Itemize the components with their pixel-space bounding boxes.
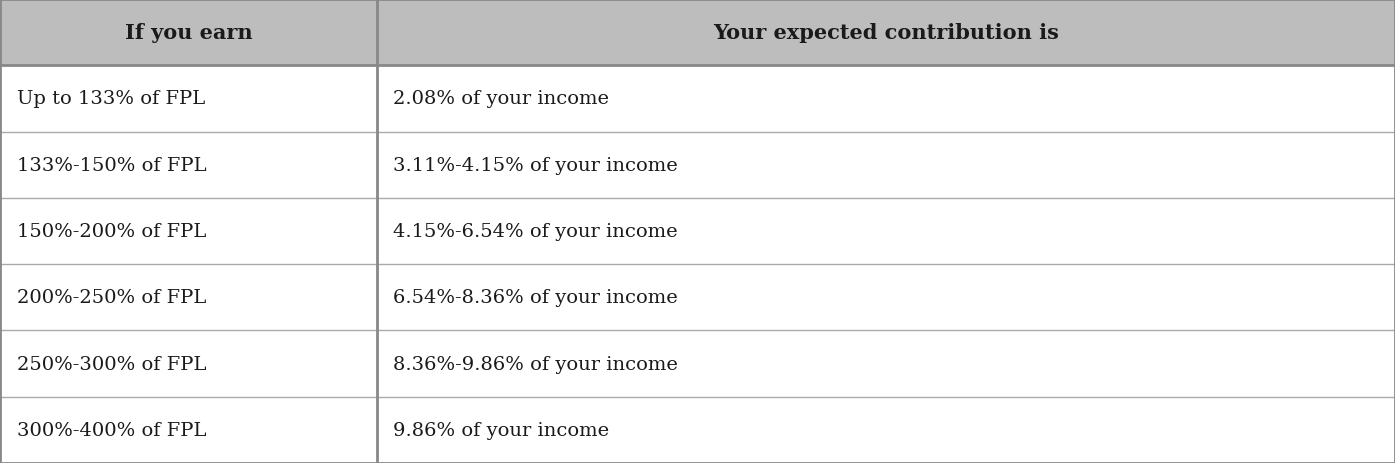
Bar	[0, 132, 377, 199]
Text: 6.54%-8.36% of your income: 6.54%-8.36% of your income	[393, 288, 678, 307]
Bar	[377, 132, 1395, 199]
Bar	[377, 264, 1395, 331]
Text: 3.11%-4.15% of your income: 3.11%-4.15% of your income	[393, 156, 678, 175]
Text: If you earn: If you earn	[124, 23, 252, 43]
Text: 4.15%-6.54% of your income: 4.15%-6.54% of your income	[393, 223, 678, 240]
Text: 200%-250% of FPL: 200%-250% of FPL	[17, 288, 206, 307]
Text: 250%-300% of FPL: 250%-300% of FPL	[17, 355, 206, 373]
Bar	[377, 0, 1395, 66]
Bar	[377, 331, 1395, 397]
Bar	[377, 397, 1395, 463]
Text: 2.08% of your income: 2.08% of your income	[393, 90, 610, 108]
Bar	[0, 0, 377, 66]
Text: 8.36%-9.86% of your income: 8.36%-9.86% of your income	[393, 355, 678, 373]
Bar	[0, 66, 377, 132]
Text: 9.86% of your income: 9.86% of your income	[393, 421, 610, 439]
Bar	[0, 397, 377, 463]
Bar	[0, 264, 377, 331]
Bar	[377, 66, 1395, 132]
Text: Up to 133% of FPL: Up to 133% of FPL	[17, 90, 205, 108]
Text: 300%-400% of FPL: 300%-400% of FPL	[17, 421, 206, 439]
Bar	[0, 199, 377, 264]
Bar	[377, 199, 1395, 264]
Text: 150%-200% of FPL: 150%-200% of FPL	[17, 223, 206, 240]
Text: Your expected contribution is: Your expected contribution is	[713, 23, 1059, 43]
Text: 133%-150% of FPL: 133%-150% of FPL	[17, 156, 206, 175]
Bar	[0, 331, 377, 397]
